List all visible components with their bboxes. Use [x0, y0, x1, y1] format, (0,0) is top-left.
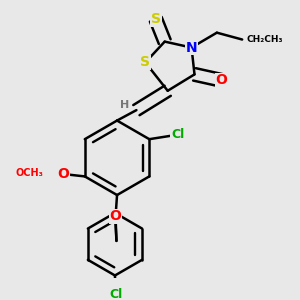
Text: Cl: Cl — [109, 288, 122, 300]
Text: O: O — [57, 167, 69, 181]
Text: S: S — [140, 56, 150, 70]
Text: OCH₃: OCH₃ — [15, 168, 43, 178]
Text: O: O — [110, 209, 122, 224]
Text: Cl: Cl — [171, 128, 184, 141]
Text: H: H — [121, 100, 130, 110]
Text: S: S — [151, 12, 161, 26]
Text: N: N — [186, 40, 197, 55]
Text: CH₂CH₃: CH₂CH₃ — [247, 35, 283, 44]
Text: O: O — [215, 73, 227, 87]
